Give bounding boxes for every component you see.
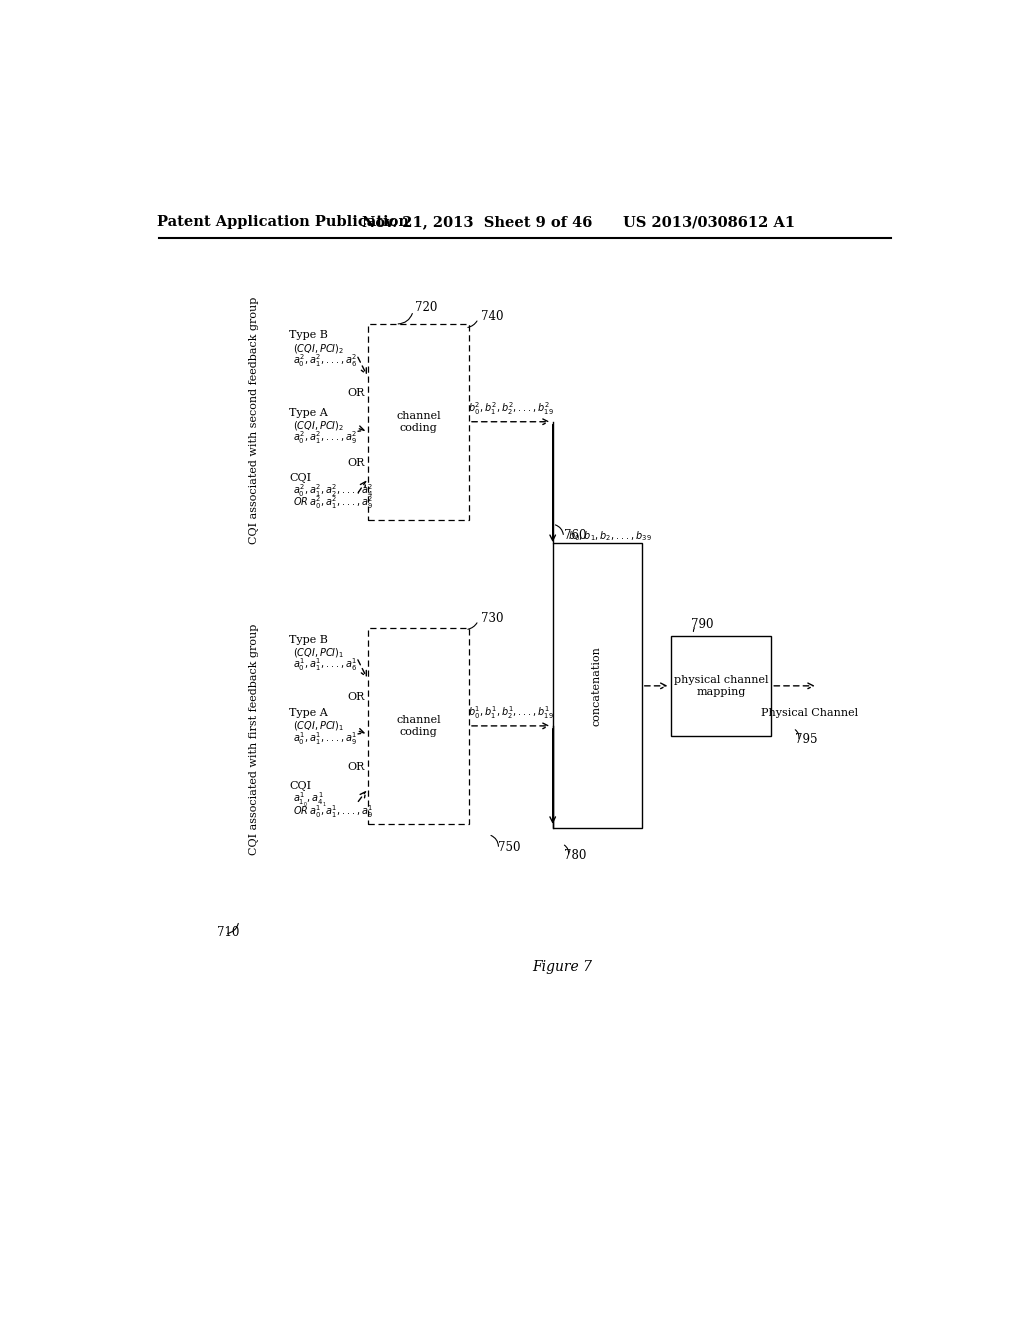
Text: OR: OR [347, 762, 365, 772]
Text: $a^2_0,a^2_1,...,a^2_6$: $a^2_0,a^2_1,...,a^2_6$ [293, 352, 357, 370]
Text: $a^2_0,a^2_1,a^2_2,...,a^2_4$: $a^2_0,a^2_1,a^2_2,...,a^2_4$ [293, 483, 374, 499]
Text: $(CQI,PCI)_2$: $(CQI,PCI)_2$ [293, 420, 344, 433]
Text: concatenation: concatenation [592, 645, 602, 726]
Text: $a^2_0,a^2_1,...,a^2_9$: $a^2_0,a^2_1,...,a^2_9$ [293, 429, 357, 446]
Text: OR: OR [347, 458, 365, 467]
Text: $a^1_{1_0},a^1_{4_1}$: $a^1_{1_0},a^1_{4_1}$ [293, 791, 327, 809]
Text: 795: 795 [795, 733, 817, 746]
Bar [553, 544, 642, 829]
Text: $b^2_0,b^2_1,b^2_2,...,b^2_{19}$: $b^2_0,b^2_1,b^2_2,...,b^2_{19}$ [468, 400, 554, 417]
Text: Physical Channel: Physical Channel [762, 708, 858, 718]
Text: $(CQI,PCI)_2$: $(CQI,PCI)_2$ [293, 343, 344, 356]
Text: Type A: Type A [289, 708, 328, 718]
Text: CQI: CQI [289, 781, 311, 791]
Text: physical channel
mapping: physical channel mapping [674, 675, 768, 697]
Text: Patent Application Publication: Patent Application Publication [157, 215, 409, 230]
Text: $a^1_0,a^1_1,...,a^1_9$: $a^1_0,a^1_1,...,a^1_9$ [293, 730, 357, 747]
Text: CQI associated with second feedback group: CQI associated with second feedback grou… [249, 297, 259, 544]
Text: $a^1_0,a^1_1,...,a^1_6$: $a^1_0,a^1_1,...,a^1_6$ [293, 656, 357, 673]
Text: 750: 750 [498, 841, 520, 854]
Text: channel
coding: channel coding [396, 715, 441, 737]
Text: $b_0,b_1,b_2,...,b_{39}$: $b_0,b_1,b_2,...,b_{39}$ [568, 529, 652, 543]
Text: 730: 730 [480, 612, 503, 626]
Text: CQI: CQI [289, 473, 311, 483]
Text: 780: 780 [563, 849, 586, 862]
Text: $OR\,a^1_0,a^1_1,...,a^1_9$: $OR\,a^1_0,a^1_1,...,a^1_9$ [293, 803, 374, 820]
Bar [671, 636, 771, 737]
Text: $(CQI,PCI)_1$: $(CQI,PCI)_1$ [293, 647, 344, 660]
Text: Type A: Type A [289, 408, 328, 417]
Text: 720: 720 [415, 301, 437, 314]
Bar [369, 323, 469, 520]
Text: $OR\,a^2_0,a^2_1,...,a^2_9$: $OR\,a^2_0,a^2_1,...,a^2_9$ [293, 494, 374, 511]
Text: US 2013/0308612 A1: US 2013/0308612 A1 [624, 215, 796, 230]
Text: 740: 740 [480, 310, 503, 323]
Text: 710: 710 [217, 925, 240, 939]
Text: $(CQI,PCI)_1$: $(CQI,PCI)_1$ [293, 719, 344, 734]
Text: Type B: Type B [289, 330, 328, 341]
Text: $b^1_0,b^1_1,b^1_2,...,b^1_{19}$: $b^1_0,b^1_1,b^1_2,...,b^1_{19}$ [468, 705, 554, 721]
Text: Nov. 21, 2013  Sheet 9 of 46: Nov. 21, 2013 Sheet 9 of 46 [361, 215, 592, 230]
Text: OR: OR [347, 388, 365, 399]
Text: 760: 760 [564, 529, 587, 543]
Bar [369, 628, 469, 825]
Text: channel
coding: channel coding [396, 411, 441, 433]
Text: Figure 7: Figure 7 [532, 960, 592, 974]
Text: 790: 790 [691, 618, 714, 631]
Text: CQI associated with first feedback group: CQI associated with first feedback group [249, 624, 259, 855]
Text: OR: OR [347, 693, 365, 702]
Text: Type B: Type B [289, 635, 328, 644]
